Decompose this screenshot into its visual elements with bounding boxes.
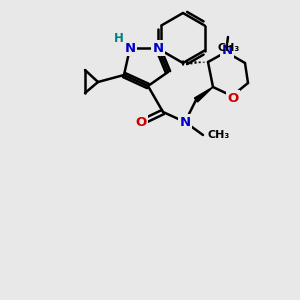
Text: CH₃: CH₃ xyxy=(207,130,229,140)
Text: O: O xyxy=(135,116,147,128)
Text: CH₃: CH₃ xyxy=(218,43,240,53)
Text: N: N xyxy=(152,41,164,55)
Text: N: N xyxy=(221,44,233,58)
Text: O: O xyxy=(227,92,239,104)
Text: H: H xyxy=(114,32,124,44)
Polygon shape xyxy=(194,87,213,102)
Text: N: N xyxy=(124,41,136,55)
Text: N: N xyxy=(179,116,191,128)
